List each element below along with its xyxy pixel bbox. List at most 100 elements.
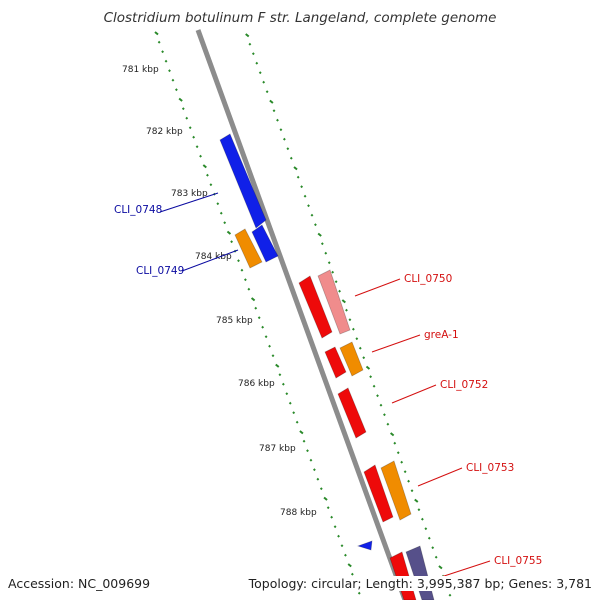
inner-ruler-tick	[275, 363, 280, 368]
outer-ruler-tick	[424, 527, 428, 531]
outer-ruler-tick	[251, 52, 255, 56]
inner-ruler-tick	[192, 135, 196, 139]
outer-ruler-tick	[414, 498, 419, 503]
inner-ruler-tick	[281, 382, 285, 386]
outer-ruler-tick	[272, 109, 276, 113]
outer-ruler-tick	[351, 327, 355, 331]
gene-label-left: CLI_0749	[136, 265, 184, 277]
gene-label-right: greA-1	[424, 329, 459, 341]
outer-ruler-tick	[348, 318, 352, 322]
inner-ruler-tick	[268, 344, 271, 348]
gene-features	[219, 133, 435, 600]
inner-ruler-tick	[257, 316, 261, 320]
outer-ruler-tick	[389, 432, 395, 437]
gene-cli-0750b	[317, 269, 351, 335]
outer-ruler-tick	[369, 375, 373, 379]
genome-backbone	[195, 29, 408, 600]
outer-ruler-tick	[383, 413, 386, 417]
outer-ruler-tick	[262, 80, 266, 84]
callout-line	[181, 249, 239, 272]
inner-ruler-tick	[285, 392, 289, 396]
outer-ruler-tick	[310, 213, 314, 217]
inner-ruler-tick	[195, 145, 199, 149]
scale-label: 781 kbp	[122, 65, 159, 75]
outer-ruler-tick	[293, 166, 298, 171]
gene-cli-0753b	[380, 460, 412, 521]
inner-ruler-tick	[188, 126, 192, 130]
outer-ruler-tick	[255, 61, 259, 65]
inner-ruler-tick	[306, 449, 309, 453]
outer-ruler-tick	[438, 565, 443, 570]
callout-line	[159, 192, 219, 213]
inner-ruler-tick	[316, 477, 320, 481]
outer-ruler-tick	[338, 289, 341, 293]
outer-ruler-tick	[448, 593, 452, 597]
gene-cli-0750a	[298, 275, 333, 339]
outer-ruler-tick	[396, 451, 400, 455]
scale-rulers	[154, 31, 452, 597]
outer-ruler-tick	[265, 90, 269, 94]
inner-ruler-tick	[309, 458, 313, 462]
outer-ruler-tick	[296, 175, 300, 179]
scale-label: 786 kbp	[238, 379, 275, 389]
inner-ruler-tick	[185, 116, 189, 120]
outer-ruler-tick	[427, 536, 431, 540]
outer-ruler-tick	[358, 346, 362, 350]
gene-cli-0749	[234, 228, 263, 269]
inner-ruler-tick	[164, 59, 168, 63]
scale-label: 787 kbp	[259, 444, 296, 454]
outer-ruler-tick	[279, 128, 283, 132]
outer-ruler-tick	[372, 384, 376, 388]
inner-ruler-tick	[240, 268, 244, 272]
outer-ruler-tick	[400, 460, 404, 464]
inner-ruler-tick	[302, 439, 306, 443]
callout-line	[371, 334, 421, 353]
inner-ruler-tick	[323, 496, 328, 501]
outer-ruler-tick	[341, 299, 346, 304]
inner-ruler-tick	[333, 525, 337, 529]
scale-label: 783 kbp	[171, 189, 208, 199]
outer-ruler-tick	[393, 441, 397, 445]
gene-cli-0748	[219, 133, 267, 229]
inner-ruler-tick	[174, 88, 178, 92]
outer-ruler-tick	[386, 422, 390, 426]
scale-label: 782 kbp	[146, 127, 183, 137]
inner-ruler-tick	[312, 468, 316, 472]
inner-ruler-tick	[216, 202, 220, 206]
inner-ruler-tick	[237, 259, 240, 263]
accession-text: Accession: NC_009699	[8, 576, 151, 591]
gene-small-blue	[356, 540, 373, 551]
outer-ruler-tick	[317, 232, 322, 237]
gene-grea-a	[324, 346, 347, 379]
inner-ruler-tick	[254, 306, 258, 310]
inner-ruler-tick	[292, 411, 296, 415]
inner-ruler-tick	[299, 430, 304, 435]
genome-title: Clostridium botulinum F str. Langeland, …	[103, 10, 497, 26]
gene-callouts: CLI_0748 CLI_0749 CLI_0750 greA-1 CLI_0752 CL…	[114, 192, 542, 579]
outer-ruler-tick	[307, 204, 310, 208]
gene-label-left: CLI_0748	[114, 204, 162, 216]
callout-line	[354, 278, 401, 297]
inner-ruler-tick	[157, 40, 161, 44]
inner-ruler-tick	[340, 544, 344, 548]
inner-ruler-tick	[178, 97, 183, 102]
inner-ruler-tick	[171, 78, 175, 82]
outer-ruler-tick	[289, 156, 293, 160]
inner-ruler-tick	[350, 572, 354, 576]
inner-ruler-tick	[161, 50, 165, 54]
outer-ruler-tick	[434, 555, 438, 559]
inner-ruler-tick	[168, 69, 171, 73]
scale-labels: 781 kbp 782 kbp 783 kbp 784 kbp 785 kbp 786 k…	[122, 65, 317, 518]
outer-ruler-tick	[248, 42, 252, 46]
inner-ruler-tick	[181, 107, 185, 111]
outer-ruler-tick	[420, 517, 424, 521]
outer-ruler-tick	[269, 99, 274, 104]
scale-label: 784 kbp	[195, 252, 232, 262]
outer-ruler-tick	[331, 270, 335, 274]
inner-ruler-tick	[295, 420, 299, 424]
gene-label-right: CLI_0755	[494, 555, 542, 567]
outer-ruler-tick	[245, 33, 250, 38]
outer-ruler-tick	[379, 403, 383, 407]
inner-ruler-tick	[347, 563, 352, 568]
inner-ruler-tick	[319, 487, 323, 491]
